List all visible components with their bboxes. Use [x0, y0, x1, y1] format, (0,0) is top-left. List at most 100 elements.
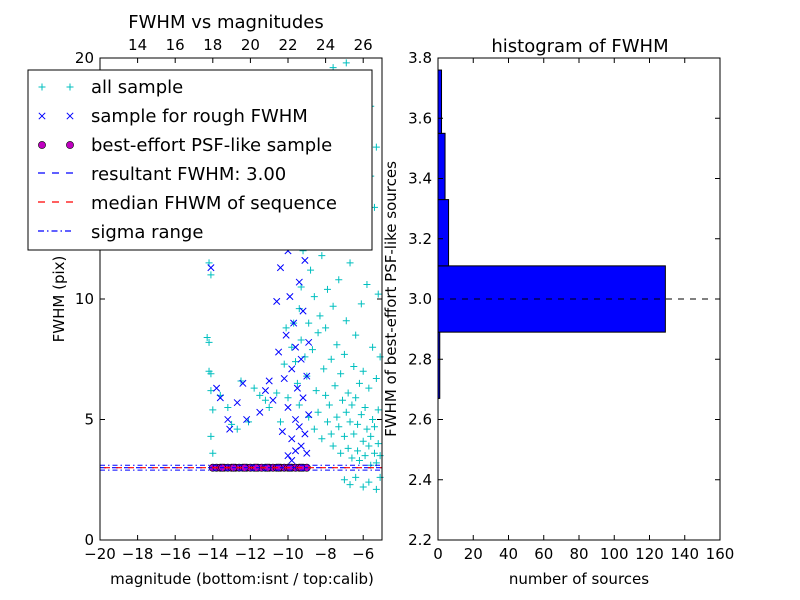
- rough-sample-point: [284, 403, 292, 412]
- all-sample-point: [261, 396, 269, 404]
- rough-sample-point: [295, 278, 303, 286]
- all-sample-point: [284, 394, 292, 402]
- rough-sample-point: [288, 365, 296, 373]
- all-sample-point: [363, 281, 371, 289]
- legend-marker: [38, 112, 46, 120]
- all-sample-point: [344, 389, 352, 397]
- all-sample-point: [359, 437, 367, 445]
- legend-label: sample for rough FWHM: [91, 106, 308, 127]
- rough-sample-point: [224, 415, 232, 424]
- all-sample-point: [301, 353, 309, 361]
- all-sample-point: [342, 408, 350, 416]
- all-sample-point: [207, 432, 215, 440]
- y-tick-label: 10: [75, 290, 94, 308]
- all-sample-point: [305, 319, 313, 327]
- x-tick-label: 0: [433, 545, 443, 563]
- x-tick-label: −8: [315, 545, 337, 563]
- rough-sample-point: [299, 394, 307, 402]
- y-tick-label: 2.2: [408, 531, 432, 549]
- left-y-axis-label: FWHM (pix): [50, 256, 68, 343]
- all-sample-point: [340, 432, 348, 440]
- legend-marker: [38, 83, 46, 91]
- all-sample-point: [250, 384, 258, 392]
- all-sample-point: [224, 403, 232, 411]
- rough-sample-point: [293, 384, 301, 392]
- legend-label: sigma range: [91, 222, 203, 243]
- rough-sample-point: [305, 338, 313, 346]
- legend-label: resultant FWHM: 3.00: [91, 164, 286, 185]
- x-tick-label: 160: [706, 545, 735, 563]
- rough-sample-point: [280, 374, 288, 383]
- all-sample-point: [369, 343, 377, 351]
- x-tick-label: 20: [464, 545, 483, 563]
- legend-marker: [66, 83, 74, 91]
- all-sample-point: [339, 396, 347, 404]
- all-sample-point: [323, 418, 331, 426]
- all-sample-point: [276, 418, 284, 426]
- top-tick-label: 22: [278, 36, 297, 54]
- all-sample-point: [310, 293, 318, 301]
- legend-x-marker-icon: [38, 112, 74, 120]
- all-sample-point: [352, 473, 360, 481]
- all-sample-point: [365, 478, 373, 486]
- all-sample-point: [333, 413, 341, 421]
- all-sample-point: [363, 425, 371, 433]
- y-tick-label: 3.6: [408, 109, 432, 127]
- all-sample-point: [335, 423, 343, 431]
- y-tick-label: 5: [84, 411, 94, 429]
- legend-label: all sample: [91, 77, 183, 98]
- right-y-axis-label: FWHM of best-effort PSF-like sources: [382, 161, 400, 437]
- rough-sample-point: [291, 415, 300, 424]
- all-sample-point: [374, 440, 382, 448]
- rough-sample-point: [297, 355, 305, 363]
- x-tick-label: 40: [499, 545, 518, 563]
- all-sample-point: [365, 384, 373, 392]
- all-sample-point: [348, 454, 356, 462]
- rough-sample-point: [299, 307, 307, 315]
- all-sample-point: [359, 367, 367, 375]
- y-tick-label: 3.0: [408, 290, 432, 308]
- rough-sample-point: [233, 399, 241, 407]
- all-sample-point: [331, 382, 339, 390]
- all-sample-point: [335, 276, 343, 284]
- all-sample-point: [350, 362, 358, 370]
- all-sample-point: [344, 444, 352, 452]
- rough-sample-point: [269, 396, 277, 404]
- y-tick-label: 3.2: [408, 230, 432, 248]
- x-tick-label: −10: [272, 545, 304, 563]
- left-reference-lines: [100, 464, 382, 471]
- all-sample-point: [365, 442, 373, 450]
- rough-sample-point: [243, 415, 251, 424]
- left-x-axis: −20 −18 −16 −14 −12 −10 −8 −6: [84, 535, 374, 563]
- rough-sample-point: [282, 331, 290, 339]
- rough-sample-point: [265, 377, 273, 385]
- all-sample-point: [361, 403, 369, 411]
- all-sample-point: [318, 252, 326, 260]
- all-sample-point: [346, 481, 354, 489]
- all-sample-point: [333, 341, 341, 349]
- all-sample-point: [329, 442, 337, 450]
- all-sample-point: [355, 379, 363, 387]
- all-sample-point: [308, 346, 316, 354]
- legend-box: [27, 69, 373, 251]
- legend-label: median FHWM of sequence: [91, 193, 337, 214]
- right-y-axis: 2.2 2.4 2.6 2.8 3.0 3.2 3.4 3.6 3.8: [408, 49, 720, 549]
- left-chart-title: FWHM vs magnitudes: [128, 12, 323, 33]
- top-tick-label: 18: [203, 36, 222, 54]
- all-sample-point: [369, 416, 377, 423]
- rough-sample-point: [273, 297, 281, 305]
- all-sample-point: [370, 449, 378, 457]
- rough-sample-point: [291, 447, 300, 455]
- rough-sample-point: [275, 348, 283, 356]
- all-sample-point: [374, 406, 382, 414]
- all-sample-point: [327, 355, 335, 363]
- all-sample-point: [355, 456, 363, 464]
- all-sample-point: [320, 365, 328, 373]
- rough-sample-point: [290, 319, 298, 327]
- all-sample-point: [207, 271, 215, 279]
- x-tick-label: 80: [569, 545, 588, 563]
- all-sample-point: [318, 435, 326, 443]
- x-tick-label: −16: [159, 545, 191, 563]
- top-tick-label: 14: [128, 36, 147, 54]
- legend-entry-psf-sample: best-effort PSF-like sample: [38, 135, 332, 156]
